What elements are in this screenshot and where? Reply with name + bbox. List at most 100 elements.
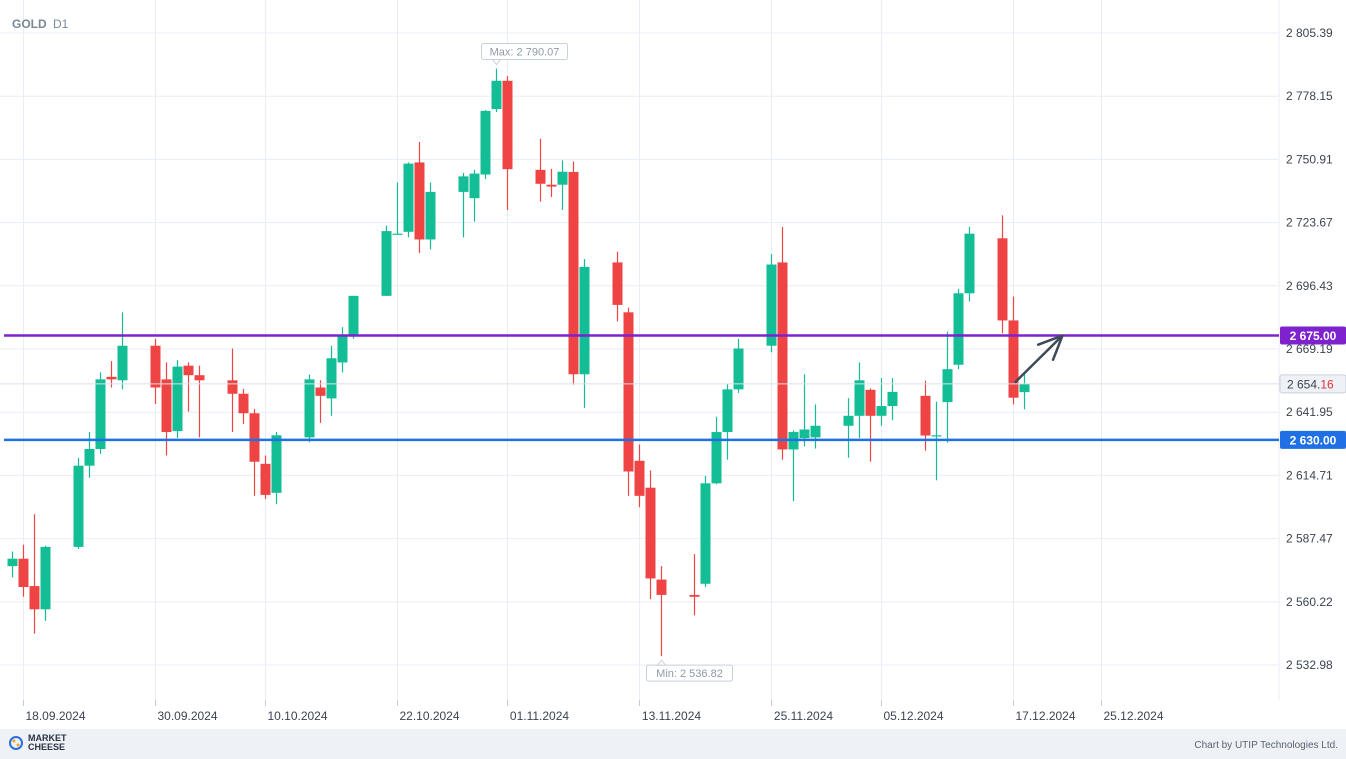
min-label-text: Min: 2 536.82 xyxy=(656,668,723,680)
candle-body xyxy=(161,379,172,433)
current-price-tail: 16 xyxy=(1320,377,1334,391)
candle-body xyxy=(238,393,249,414)
candle-body xyxy=(1008,320,1019,398)
candle-body xyxy=(249,413,260,462)
x-tick-label: 10.10.2024 xyxy=(267,709,327,723)
candle-body xyxy=(29,586,40,610)
candle xyxy=(392,182,403,235)
current-price-label: 2 654.16 xyxy=(1287,377,1334,391)
brand-line-1: MARKET xyxy=(28,733,67,743)
candle xyxy=(557,160,568,211)
candle xyxy=(238,388,249,424)
candle-body xyxy=(579,266,590,375)
trend-arrow-shaft xyxy=(1014,334,1064,384)
support-badge xyxy=(1280,430,1346,449)
min-label-pointer xyxy=(656,659,667,666)
candle-body xyxy=(766,264,777,346)
candle-body xyxy=(271,435,282,493)
candle-body xyxy=(656,579,667,595)
candle-body xyxy=(733,348,744,390)
resistance-badge-label: 2 675.00 xyxy=(1290,329,1337,343)
candle-body xyxy=(964,233,975,294)
levels: 2 675.00 2 630.00 xyxy=(4,326,1346,449)
candle xyxy=(964,226,975,302)
symbol-label: GOLD xyxy=(12,17,47,31)
candle xyxy=(722,383,733,460)
candle xyxy=(172,360,183,439)
candle-body xyxy=(7,558,18,567)
candle-body xyxy=(73,465,84,547)
candle xyxy=(117,312,128,390)
candle-body xyxy=(645,487,656,579)
max-label-text: Max: 2 790.07 xyxy=(490,47,560,59)
candle-body xyxy=(304,379,315,438)
candle xyxy=(766,254,777,353)
candle-body xyxy=(799,429,810,439)
candle xyxy=(304,374,315,443)
x-tick-label: 18.09.2024 xyxy=(25,709,85,723)
x-tick-label: 01.11.2024 xyxy=(510,709,569,723)
candle-body xyxy=(425,191,436,240)
x-tick-label: 25.12.2024 xyxy=(1103,709,1163,723)
chart-credit: Chart by UTIP Technologies Ltd. xyxy=(1194,740,1338,751)
y-tick-label: 2 696.43 xyxy=(1286,279,1333,293)
current-price-main: 2 654. xyxy=(1287,377,1320,391)
candle xyxy=(942,331,953,443)
candle-body xyxy=(887,391,898,407)
candle xyxy=(458,172,469,238)
candle-body xyxy=(997,238,1008,321)
candle-body xyxy=(172,366,183,432)
candle-body xyxy=(117,345,128,381)
candle xyxy=(623,307,634,496)
candle xyxy=(876,378,887,426)
grid xyxy=(0,0,1279,700)
min-label: Min: 2 536.82 xyxy=(646,659,733,682)
candle-body xyxy=(777,262,788,450)
candle-body xyxy=(480,110,491,175)
market-cheese-logo: MARKET CHEESE xyxy=(9,733,67,752)
candle xyxy=(260,455,271,500)
candle xyxy=(777,226,788,460)
candle-body xyxy=(953,293,964,365)
candle xyxy=(249,408,260,496)
y-tick-label: 2 805.39 xyxy=(1286,26,1333,40)
candle-body xyxy=(810,425,821,438)
candle-body xyxy=(381,231,392,296)
candle xyxy=(348,295,359,339)
candle xyxy=(887,378,898,421)
candle xyxy=(73,457,84,549)
candle-body xyxy=(84,448,95,466)
max-label: Max: 2 790.07 xyxy=(481,43,568,66)
support-badge-label: 2 630.00 xyxy=(1290,433,1337,447)
annotations: 2 654.16 Max: 2 790.07 Min: 2 536.82 xyxy=(0,43,1346,682)
candle xyxy=(414,142,425,253)
candle xyxy=(315,380,326,423)
candle xyxy=(700,475,711,588)
y-tick-label: 2 723.67 xyxy=(1286,216,1333,230)
candle xyxy=(634,444,645,508)
timeframe-label: D1 xyxy=(53,17,69,31)
candle-body xyxy=(623,312,634,472)
candle-body xyxy=(491,80,502,110)
candle xyxy=(183,362,194,412)
candle xyxy=(953,288,964,370)
x-tick-label: 30.09.2024 xyxy=(157,709,217,723)
candle xyxy=(403,162,414,238)
candle-body xyxy=(414,162,425,240)
max-label-box xyxy=(481,43,568,61)
candle-body xyxy=(150,345,161,388)
candle-body xyxy=(469,173,480,199)
candle-body xyxy=(194,375,205,381)
x-tick-label: 05.12.2024 xyxy=(883,709,943,723)
candle-body xyxy=(711,432,722,484)
candle xyxy=(568,161,579,385)
candle xyxy=(227,348,238,433)
candle xyxy=(711,416,722,485)
candle-body xyxy=(337,336,348,363)
current-price-box xyxy=(1279,374,1346,394)
candle xyxy=(1019,372,1030,410)
candle-body xyxy=(557,171,568,185)
candle-body xyxy=(18,558,29,588)
